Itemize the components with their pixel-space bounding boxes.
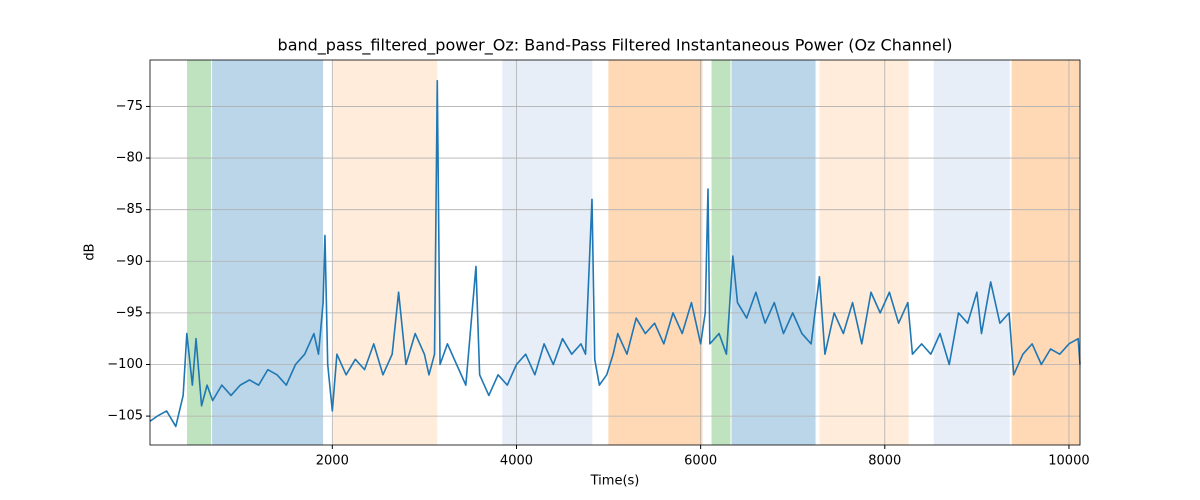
x-tick-label: 10000 [1048,454,1089,469]
shaded-span [502,60,593,445]
shaded-span [1011,60,1080,445]
y-tick-label: −80 [116,151,143,166]
shaded-span [731,60,816,445]
y-tick-label: −75 [116,99,143,114]
y-tick-label: −105 [107,409,143,424]
x-tick-label: 8000 [868,454,901,469]
y-axis-label: dB [83,243,98,260]
x-tick-label: 6000 [684,454,717,469]
shaded-span [711,60,731,445]
shaded-span [212,60,324,445]
chart-title: band_pass_filtered_power_Oz: Band-Pass F… [278,36,953,56]
shaded-span [819,60,909,445]
y-tick-label: −85 [116,202,143,217]
x-tick-label: 4000 [500,454,533,469]
data-line [149,79,1081,428]
y-tick-label: −100 [107,357,143,372]
shaded-span [333,60,438,445]
y-tick-label: −90 [116,254,143,269]
shaded-span [933,60,1010,445]
plot-frame [149,59,1081,446]
x-tick-label: 2000 [316,454,349,469]
y-tick-label: −95 [116,305,143,320]
shaded-span [608,60,703,445]
x-axis-label: Time(s) [590,474,640,489]
